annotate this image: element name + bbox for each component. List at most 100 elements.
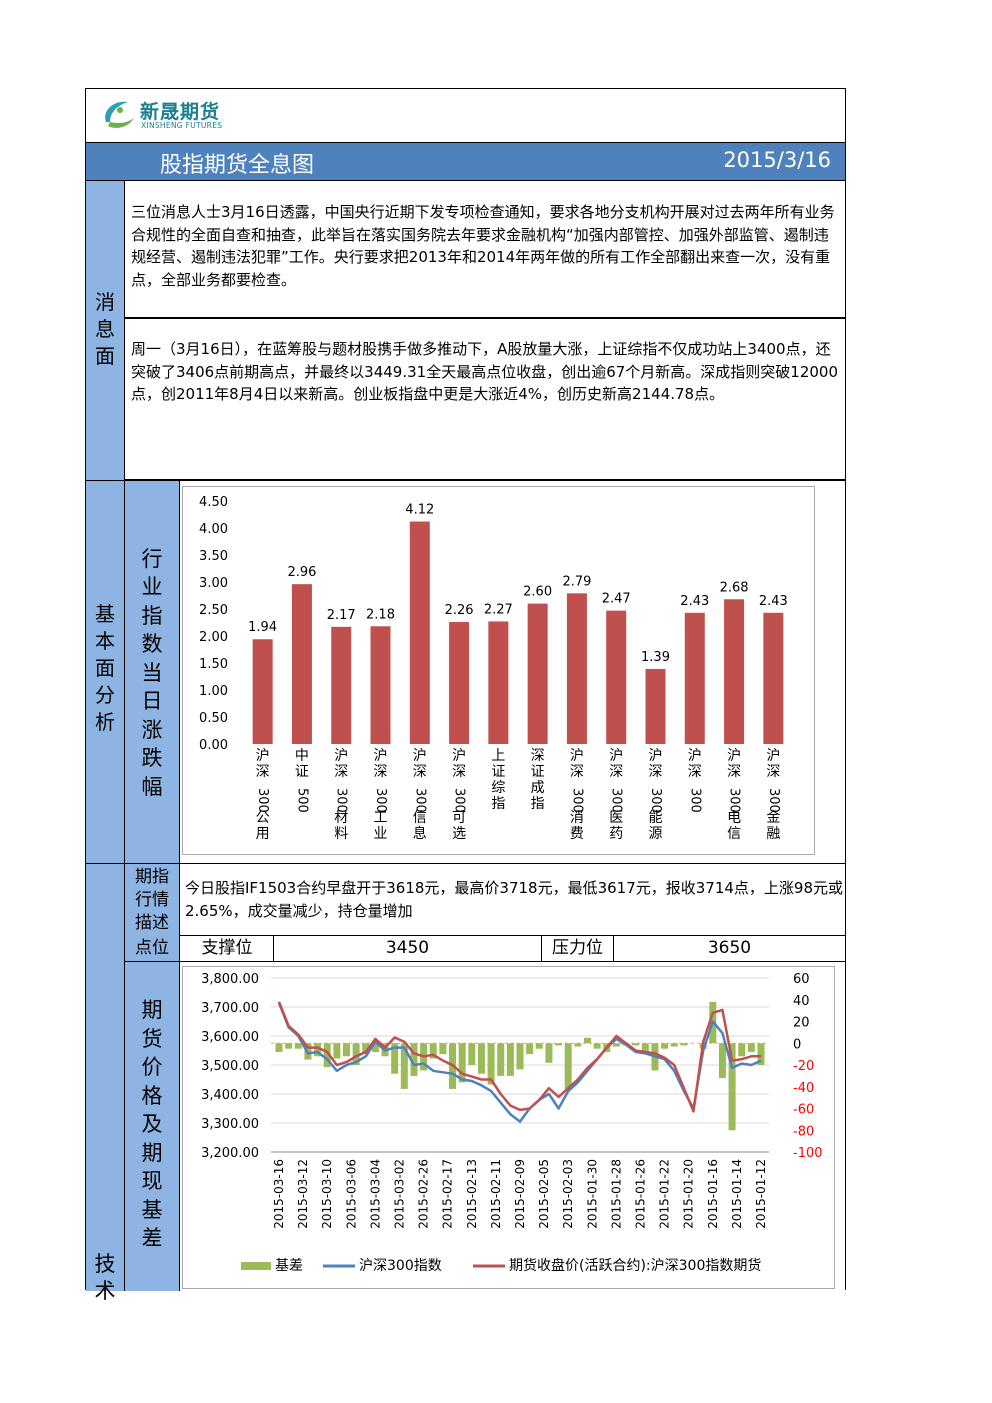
y-tick-label: 0.50	[199, 711, 228, 726]
x-tick-label: 2015-02-03	[561, 1159, 575, 1229]
basis-bar	[641, 1043, 649, 1055]
basis-bar	[526, 1043, 534, 1055]
right-y-tick-label: -60	[793, 1103, 814, 1118]
basis-bar	[593, 1043, 601, 1049]
x-tick-label: 沪	[413, 748, 427, 764]
x-tick-label: 深	[727, 764, 741, 780]
x-tick-label: 2015-02-26	[417, 1159, 431, 1229]
basis-bar	[468, 1043, 476, 1065]
basis-bar	[574, 1043, 582, 1047]
basis-bar	[555, 1043, 563, 1046]
x-tick-label: 沪	[649, 748, 663, 764]
basis-bar	[583, 1037, 591, 1044]
x-tick-label: 中	[295, 748, 309, 764]
x-tick-label: 费	[570, 826, 584, 842]
x-tick-label: 源	[649, 826, 663, 842]
basis-bar	[661, 1043, 669, 1049]
x-tick-label: 电	[727, 810, 741, 826]
x-tick-label: 可	[452, 810, 466, 826]
x-tick-label: 深	[452, 764, 466, 780]
x-tick-label: 500	[294, 788, 309, 813]
x-tick-label: 沪	[374, 748, 388, 764]
futures-basis-chart: 3,800.00 3,700.00 3,600.00 3,500.00 3,400.00…	[182, 966, 835, 1289]
basis-bar	[757, 1043, 765, 1065]
support-label: 支撑位	[181, 935, 274, 961]
desc-label-line: 期指	[135, 867, 169, 887]
x-tick-label: 2015-01-20	[682, 1159, 696, 1229]
futures-label-char: 格	[141, 1084, 163, 1108]
logo-area: 新晟期货 XINSHENG FUTURES	[86, 89, 845, 143]
x-tick-label: 融	[766, 826, 780, 842]
futures-label-char: 期	[141, 1141, 163, 1165]
x-tick-label: 沪	[570, 748, 584, 764]
x-tick-label: 2015-01-28	[609, 1159, 623, 1229]
data-label: 2.96	[287, 565, 316, 580]
basis-bar	[738, 1043, 746, 1057]
x-tick-label: 300	[648, 788, 663, 813]
industry-label-char: 跌	[141, 746, 163, 770]
left-y-tick-label: 3,400.00	[201, 1088, 259, 1103]
basis-bar	[371, 1043, 379, 1052]
bar	[763, 612, 784, 744]
industry-bar-chart: 4.50 4.00 3.50 3.00 2.50 2.00 1.50 1.00 0.50 0.00…	[182, 486, 815, 855]
left-y-tick-label: 3,800.00	[201, 972, 259, 987]
x-tick-label: 300	[609, 788, 624, 813]
basis-bar	[400, 1043, 408, 1089]
x-tick-label: 深	[649, 764, 663, 780]
index-line	[277, 1002, 762, 1123]
basis-bar	[362, 1043, 370, 1055]
x-tick-label: 2015-02-09	[513, 1159, 527, 1229]
x-tick-label: 沪	[452, 748, 466, 764]
futures-label-char: 现	[141, 1169, 163, 1193]
x-tick-label: 300	[569, 788, 584, 813]
resistance-label: 压力位	[542, 935, 614, 961]
logo-company-en: XINSHENG FUTURES	[141, 121, 223, 130]
x-tick-label: 2015-01-14	[730, 1159, 744, 1229]
x-tick-label: 2015-01-30	[585, 1159, 599, 1229]
level-label: 点位	[135, 938, 169, 958]
y-tick-label: 4.00	[199, 522, 228, 537]
futures-line	[277, 1001, 761, 1113]
x-tick-label: 2015-02-13	[465, 1159, 479, 1229]
basis-bar	[458, 1043, 466, 1083]
futures-label-char: 差	[141, 1226, 163, 1250]
futures-label-char: 价	[141, 1055, 163, 1079]
y-tick-label: 2.00	[199, 630, 228, 645]
industry-label-char: 行	[141, 547, 163, 571]
x-tick-label: 指	[531, 796, 545, 812]
news-section-label: 消 息 面	[86, 181, 125, 480]
x-tick-label: 选	[452, 826, 466, 842]
x-tick-label: 深	[688, 764, 702, 780]
x-tick-label: 300	[452, 788, 467, 813]
right-y-tick-label: -100	[793, 1146, 823, 1161]
x-tick-label: 2015-01-26	[634, 1159, 648, 1229]
x-tick-label: 2015-01-16	[706, 1159, 720, 1229]
x-tick-label: 300	[687, 788, 702, 813]
industry-label-char: 数	[141, 632, 163, 656]
market-description: 今日股指IF1503合约早盘开于3618元，最高价3718元，最低3617元，报…	[185, 879, 844, 920]
x-tick-label: 深	[334, 764, 348, 780]
x-tick-label: 2015-03-10	[320, 1159, 334, 1229]
bar	[409, 521, 430, 744]
basis-bar	[391, 1043, 399, 1074]
title-bar: 股指期货全息图 2015/3/16	[86, 143, 845, 181]
x-tick-label: 300	[727, 788, 742, 813]
bar	[331, 626, 352, 744]
support-value: 3450	[274, 935, 542, 961]
report-frame: 新晟期货 XINSHENG FUTURES 股指期货全息图 2015/3/16 …	[85, 88, 846, 1303]
x-tick-label: 深	[766, 764, 780, 780]
x-tick-label: 信	[413, 810, 427, 826]
bar	[370, 626, 391, 744]
industry-section-label: 行 业 指 数 当 日 涨 跌 幅	[125, 480, 180, 863]
x-tick-label: 沪	[688, 748, 702, 764]
basis-bar	[294, 1043, 302, 1049]
industry-label-char: 涨	[141, 718, 163, 742]
industry-label-char: 指	[141, 604, 163, 628]
x-tick-label: 深	[413, 764, 427, 780]
fundamental-label-char: 分	[95, 683, 115, 707]
basis-bar	[487, 1043, 495, 1085]
x-tick-label: 证	[295, 764, 309, 780]
report-date: 2015/3/16	[723, 148, 831, 172]
x-tick-label: 2015-02-17	[441, 1159, 455, 1229]
xinsheng-logo-icon	[105, 101, 134, 128]
